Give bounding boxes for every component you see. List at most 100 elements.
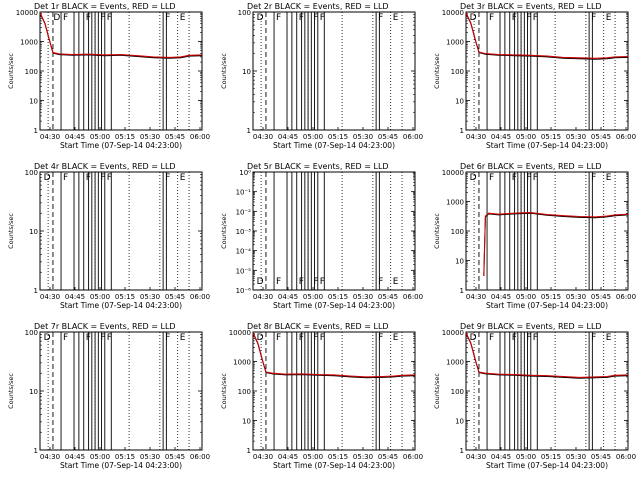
y-tick-label: 10	[29, 98, 38, 106]
flag-label: F	[107, 173, 112, 183]
y-tick-label: 10	[455, 98, 464, 106]
flag-label: E	[606, 333, 612, 343]
x-tick-label: 05:30	[566, 293, 586, 301]
y-tick-label: 1	[34, 287, 38, 295]
x-tick-label: 04:30	[466, 453, 486, 461]
panel-det-8	[252, 331, 416, 451]
plot-frame	[252, 11, 416, 131]
flag-label: F	[320, 13, 325, 23]
x-tick-label: 04:45	[491, 133, 511, 141]
x-axis-label: Start Time (07-Sep-14 04:23:00)	[273, 141, 395, 150]
plot-frame	[252, 331, 416, 451]
x-tick-label: 04:45	[278, 453, 298, 461]
y-tick-label: 10	[242, 418, 251, 426]
flag-label: F	[378, 333, 383, 343]
y-tick-label: 10000	[442, 169, 464, 177]
x-tick-label: 05:15	[115, 453, 135, 461]
panel-title: Det 9r BLACK = Events, RED = LLD	[460, 322, 602, 331]
y-axis-label: Counts/sec	[220, 373, 228, 409]
plot-frame	[39, 171, 203, 291]
panel-title: Det 7r BLACK = Events, RED = LLD	[34, 322, 176, 331]
y-axis-label: Counts/sec	[433, 373, 441, 409]
y-tick-label: 10⁰	[239, 169, 251, 177]
flag-label: E	[606, 13, 612, 23]
panel-title: Det 1r BLACK = Events, RED = LLD	[34, 2, 176, 11]
x-tick-label: 05:00	[516, 133, 536, 141]
x-tick-label: 05:00	[516, 293, 536, 301]
y-tick-label: 100	[25, 68, 38, 76]
flag-label: F	[100, 13, 105, 23]
y-tick-label: 1	[247, 127, 251, 135]
y-tick-label: 1000	[446, 199, 464, 207]
flag-label: F	[100, 333, 105, 343]
panel-title: Det 4r BLACK = Events, RED = LLD	[34, 162, 176, 171]
flag-label: F	[489, 333, 494, 343]
panel-title: Det 3r BLACK = Events, RED = LLD	[460, 2, 602, 11]
flag-label: F	[276, 333, 281, 343]
series-line-lld	[465, 332, 629, 378]
x-tick-label: 06:00	[403, 453, 423, 461]
x-tick-label: 06:00	[403, 293, 423, 301]
flag-label: F	[165, 173, 170, 183]
flag-label: D	[257, 277, 264, 287]
flag-label: F	[165, 333, 170, 343]
flag-label: F	[107, 13, 112, 23]
y-tick-label: 10000	[442, 329, 464, 337]
plot-frame	[465, 331, 629, 451]
y-tick-label: 10⁻⁶	[236, 287, 252, 295]
flag-label: F	[320, 333, 325, 343]
flag-label: E	[606, 173, 612, 183]
x-tick-label: 04:30	[40, 453, 60, 461]
flag-label: E	[393, 277, 399, 287]
x-tick-label: 04:30	[40, 133, 60, 141]
flag-label: F	[313, 277, 318, 287]
flag-label: F	[489, 173, 494, 183]
y-axis-label: Counts/sec	[433, 213, 441, 249]
x-tick-label: 06:00	[616, 293, 636, 301]
series-line-events	[483, 212, 629, 276]
x-tick-label: 05:30	[140, 293, 160, 301]
series-line-lld	[39, 12, 203, 58]
x-axis-label: Start Time (07-Sep-14 04:23:00)	[60, 141, 182, 150]
flag-label: F	[299, 333, 304, 343]
x-tick-label: 06:00	[190, 293, 210, 301]
panel-det-7	[39, 331, 203, 451]
panel-det-1	[39, 11, 203, 131]
x-tick-label: 05:00	[303, 133, 323, 141]
flag-label: E	[393, 13, 399, 23]
x-tick-label: 05:15	[328, 133, 348, 141]
x-tick-label: 05:00	[303, 293, 323, 301]
panel-det-4	[39, 171, 203, 291]
x-tick-label: 05:30	[353, 133, 373, 141]
x-tick-label: 05:45	[165, 293, 185, 301]
x-tick-label: 04:45	[278, 133, 298, 141]
y-tick-label: 10	[29, 228, 38, 236]
x-axis-label: Start Time (07-Sep-14 04:23:00)	[60, 301, 182, 310]
series-line-lld	[252, 332, 416, 378]
y-tick-label: 10000	[16, 9, 38, 17]
y-tick-label: 10⁻²	[236, 208, 252, 216]
x-tick-label: 04:30	[466, 133, 486, 141]
y-tick-label: 10⁻⁴	[236, 248, 252, 256]
flag-label: F	[86, 13, 91, 23]
flag-label: E	[180, 173, 186, 183]
y-axis-label: Counts/sec	[7, 53, 15, 89]
x-tick-label: 04:45	[65, 133, 85, 141]
x-axis-label: Start Time (07-Sep-14 04:23:00)	[486, 461, 608, 470]
series-line-lld	[483, 212, 629, 276]
x-tick-label: 06:00	[190, 453, 210, 461]
x-tick-label: 04:45	[278, 293, 298, 301]
flag-label: D	[44, 333, 51, 343]
flag-label: F	[512, 333, 517, 343]
flag-label: F	[313, 13, 318, 23]
x-tick-label: 04:45	[65, 453, 85, 461]
flag-label: F	[63, 333, 68, 343]
x-tick-label: 05:45	[378, 133, 398, 141]
flag-label: F	[526, 333, 531, 343]
x-tick-label: 05:15	[541, 453, 561, 461]
x-tick-label: 05:30	[566, 453, 586, 461]
plot-frame	[39, 11, 203, 131]
flag-label: D	[257, 13, 264, 23]
flag-label: F	[107, 333, 112, 343]
flag-label: D	[470, 333, 477, 343]
